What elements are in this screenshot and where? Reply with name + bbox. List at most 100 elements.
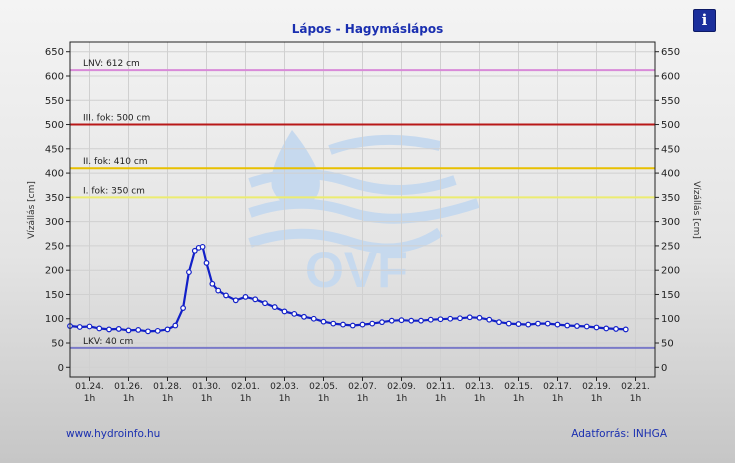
data-point xyxy=(349,322,356,329)
data-point xyxy=(301,313,307,320)
data-point xyxy=(310,315,317,322)
x-tick-label-date: 02.05. xyxy=(309,382,338,392)
x-tick-label-hour: 1h xyxy=(630,394,641,404)
data-point xyxy=(242,293,249,300)
data-point xyxy=(447,315,454,322)
data-point xyxy=(418,317,424,324)
y-tick-label-left: 300 xyxy=(45,217,64,228)
y-tick-label-left: 250 xyxy=(45,241,64,252)
x-tick-label-date: 02.09. xyxy=(387,382,416,392)
x-tick-label-date: 01.24. xyxy=(75,382,104,392)
x-tick-label-hour: 1h xyxy=(396,394,407,404)
y-tick-label-right: 300 xyxy=(661,217,680,228)
data-point xyxy=(164,326,171,333)
y-tick-label-right: 50 xyxy=(661,339,674,350)
data-point xyxy=(583,323,590,330)
data-point xyxy=(603,325,610,332)
x-tick-label-hour: 1h xyxy=(513,394,524,404)
y-tick-label-right: 100 xyxy=(661,314,680,325)
data-point xyxy=(398,317,405,324)
y-tick-label-right: 250 xyxy=(661,241,680,252)
data-point xyxy=(330,320,337,327)
grid xyxy=(70,42,655,377)
data-point xyxy=(622,326,629,333)
data-point xyxy=(544,320,551,327)
x-tick-label-hour: 1h xyxy=(240,394,251,404)
data-point xyxy=(281,308,288,315)
data-point xyxy=(427,316,434,323)
data-point xyxy=(320,318,327,325)
y-tick-label-left: 500 xyxy=(45,120,64,131)
y-tick-label-left: 50 xyxy=(51,339,64,350)
x-tick-label-date: 02.03. xyxy=(270,382,299,392)
y-tick-label-left: 0 xyxy=(58,363,64,374)
data-point xyxy=(388,317,395,324)
x-tick-label-date: 02.11. xyxy=(426,382,455,392)
x-tick-label-date: 02.07. xyxy=(348,382,377,392)
wave-4 xyxy=(328,134,442,155)
y-tick-label-right: 400 xyxy=(661,169,680,180)
data-point xyxy=(115,326,122,332)
wave-1 xyxy=(248,168,457,196)
x-tick-label-date: 02.15. xyxy=(504,382,533,392)
y-axis-label-right: Vízállás [cm] xyxy=(691,181,701,239)
data-point xyxy=(515,321,522,327)
data-point xyxy=(209,280,216,287)
x-tick-label-date: 01.28. xyxy=(153,382,182,392)
data-source: Adatforrás: INHGA xyxy=(571,428,667,440)
threshold-label: I. fok: 350 cm xyxy=(83,186,145,196)
data-point xyxy=(466,314,473,321)
x-tick-label-date: 02.17. xyxy=(543,382,572,392)
data-point xyxy=(180,305,187,311)
y-tick-label-left: 550 xyxy=(45,96,64,107)
data-point xyxy=(437,316,444,323)
y-tick-label-right: 200 xyxy=(661,266,680,277)
threshold-label: III. fok: 500 cm xyxy=(83,114,150,124)
data-point xyxy=(476,314,483,321)
y-tick-label-right: 600 xyxy=(661,71,680,82)
x-tick-label-hour: 1h xyxy=(552,394,563,404)
wave-2 xyxy=(248,198,480,224)
data-point xyxy=(262,300,268,307)
y-tick-label-right: 0 xyxy=(661,363,667,374)
data-point xyxy=(359,321,366,328)
data-point xyxy=(203,260,210,266)
y-tick-label-left: 350 xyxy=(45,193,64,204)
data-point xyxy=(186,269,192,276)
info-icon[interactable]: i xyxy=(693,9,716,32)
data-point xyxy=(271,304,278,310)
x-tick-label-hour: 1h xyxy=(591,394,602,404)
data-point xyxy=(525,321,532,328)
data-point xyxy=(613,326,619,332)
threshold-lines: LNV: 612 cm III. fok: 500 cm II. fok: 410 … xyxy=(70,59,655,349)
x-tick-label-date: 02.21. xyxy=(621,382,650,392)
y-tick-label-right: 450 xyxy=(661,144,680,155)
y-tick-label-left: 100 xyxy=(45,314,64,325)
x-tick-label-date: 02.19. xyxy=(582,382,611,392)
threshold-label: LKV: 40 cm xyxy=(83,337,133,347)
y-tick-label-right: 350 xyxy=(661,193,680,204)
data-point xyxy=(145,328,151,335)
data-point xyxy=(199,243,206,250)
data-point xyxy=(154,327,161,334)
y-tick-label-left: 150 xyxy=(45,290,64,301)
data-point xyxy=(76,324,83,330)
x-tick-label-hour: 1h xyxy=(123,394,134,404)
data-point xyxy=(125,327,132,334)
data-point xyxy=(215,287,222,294)
x-tick-label-hour: 1h xyxy=(474,394,485,404)
y-tick-label-left: 200 xyxy=(45,266,64,277)
x-tick-label-hour: 1h xyxy=(435,394,446,404)
data-point xyxy=(86,323,93,330)
data-point xyxy=(96,325,103,332)
data-point xyxy=(593,324,600,331)
data-point xyxy=(535,320,541,327)
data-point xyxy=(135,327,142,333)
website-link[interactable]: www.hydroinfo.hu xyxy=(66,428,161,440)
chart-title: Lápos - Hagymáslápos xyxy=(291,22,444,36)
data-point xyxy=(379,319,385,326)
data-point xyxy=(505,320,512,327)
data-point xyxy=(554,321,561,328)
wave-3 xyxy=(248,227,443,254)
